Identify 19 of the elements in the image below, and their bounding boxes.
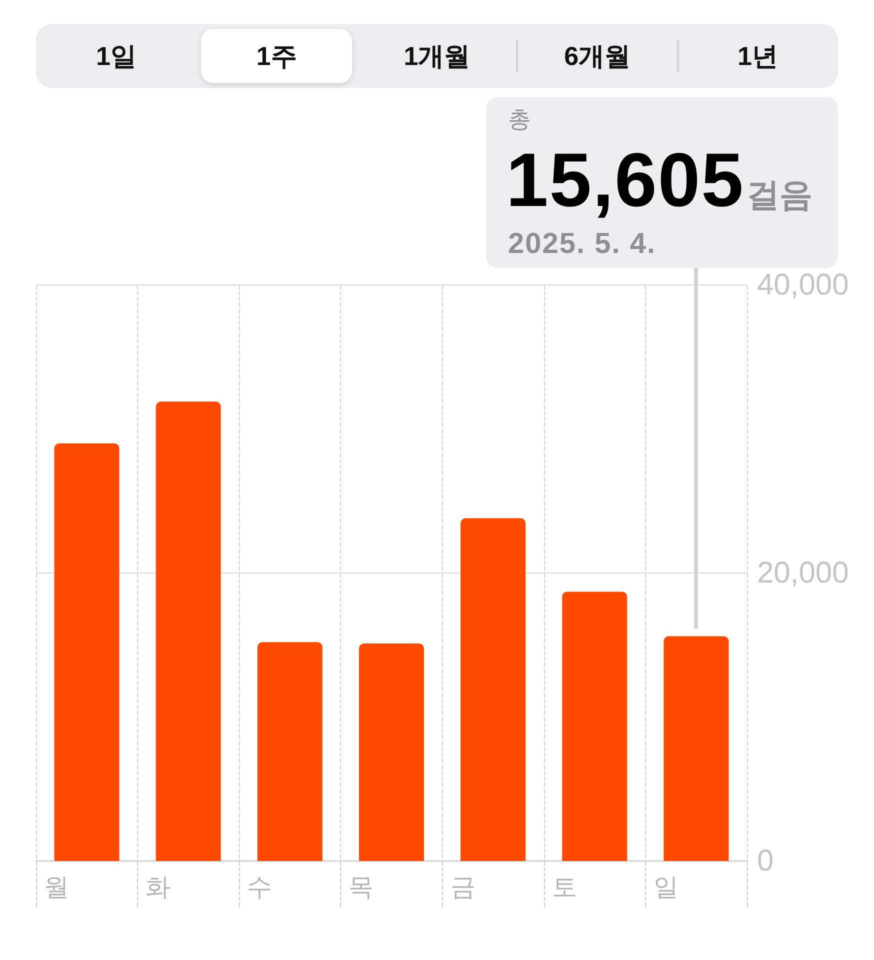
y-tick-label: 20,000 [757,556,849,590]
bar [562,592,628,861]
bar [54,443,120,861]
x-tick-label: 일 [653,874,678,902]
bar [257,642,322,861]
x-tick-label: 월 [44,874,69,902]
y-tick-label: 0 [757,844,774,878]
x-tick-label: 화 [146,874,171,902]
x-tick-label: 수 [247,874,272,902]
x-tick-label: 금 [450,874,476,902]
y-tick-label: 40,000 [757,268,849,302]
x-tick-label: 목 [348,874,374,902]
segmented-control: 1일 1주 1개월 6개월 1년 [36,24,838,88]
callout-box: 총 15,605 걸음 2025. 5. 4. [486,97,838,268]
bar [664,636,729,861]
bar [460,518,526,861]
x-tick-label: 토 [552,874,577,902]
bar [156,402,221,861]
bar [358,644,424,861]
